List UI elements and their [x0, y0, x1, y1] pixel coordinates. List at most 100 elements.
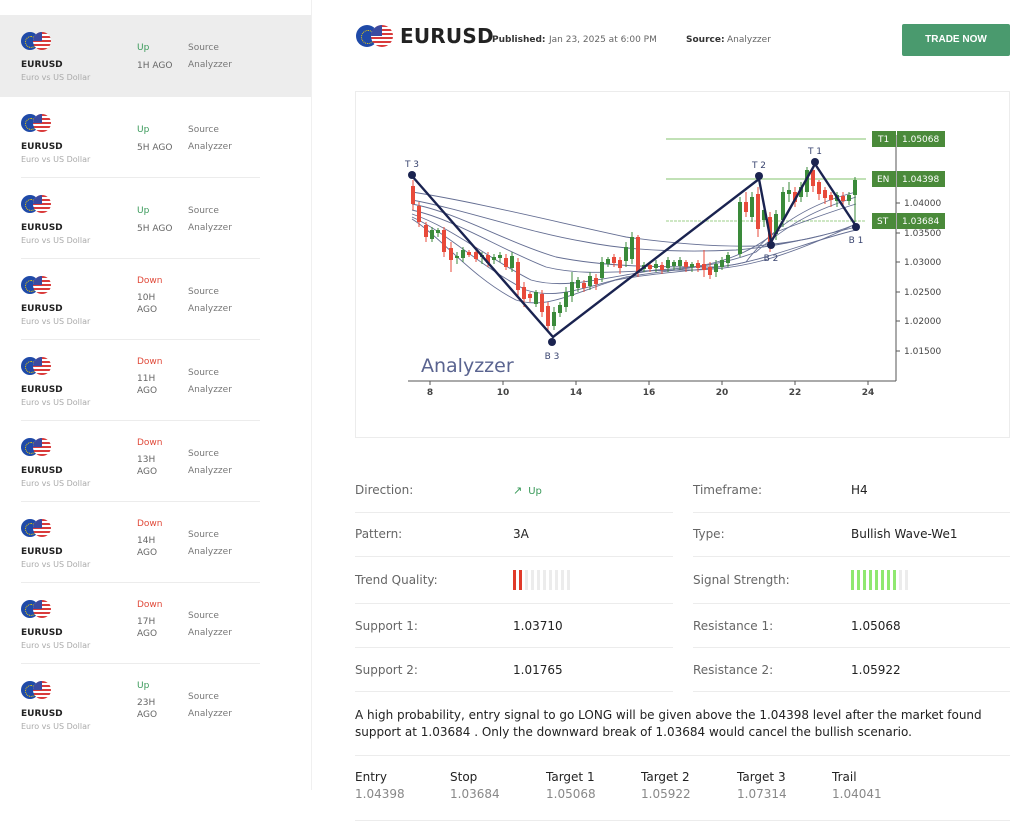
signal-list-item[interactable]: EURUSD Euro vs US Dollar Up 5H AGO Sourc…	[0, 97, 311, 178]
eur-usd-flag-icon	[21, 114, 53, 132]
published-label: Published:	[492, 35, 546, 45]
meter-bar	[561, 570, 564, 590]
svg-text:22: 22	[789, 388, 802, 398]
item-time-ago: 10H AGO	[137, 293, 158, 315]
eur-usd-flag-icon	[21, 519, 53, 537]
item-symbol: EURUSD	[21, 628, 63, 638]
item-source: Analyzzer	[188, 547, 232, 557]
divider	[21, 420, 260, 421]
detail-row-signal-strength: Signal Strength:	[693, 570, 1010, 617]
meter-bar	[549, 570, 552, 590]
item-symbol: EURUSD	[21, 142, 63, 152]
direction-label: Direction:	[355, 483, 414, 497]
item-time-ago: 13H AGO	[137, 455, 158, 477]
item-subtitle: Euro vs US Dollar	[21, 479, 91, 488]
support-2-label: Support 2:	[355, 663, 418, 677]
detail-row-resistance-1: Resistance 1: 1.05068	[693, 619, 1010, 663]
support-1-value: 1.03710	[513, 619, 563, 633]
item-source: Analyzzer	[188, 142, 232, 152]
signal-list-item[interactable]: EURUSD Euro vs US Dollar Down 14H AGO Sou…	[0, 502, 311, 583]
item-source-label: Source	[188, 43, 219, 53]
divider	[693, 691, 1010, 692]
svg-text:T1: T1	[877, 135, 889, 145]
trade-now-button[interactable]: TRADE NOW	[902, 24, 1010, 56]
item-source-label: Source	[188, 449, 219, 459]
signal-list-item[interactable]: EURUSD Euro vs US Dollar Up 1H AGO Sourc…	[0, 15, 311, 97]
level-target-1: Target 1 1.05068	[546, 770, 596, 801]
svg-text:1.02500: 1.02500	[904, 288, 941, 298]
signal-list-item[interactable]: EURUSD Euro vs US Dollar Down 17H AGO Sou…	[0, 583, 311, 664]
divider	[355, 691, 673, 692]
signal-list-item[interactable]: EURUSD Euro vs US Dollar Up 5H AGO Sourc…	[0, 178, 311, 259]
eur-usd-flag-icon	[21, 357, 53, 375]
item-source: Analyzzer	[188, 628, 232, 638]
svg-text:16: 16	[643, 388, 656, 398]
signal-strength-meter	[851, 570, 908, 590]
resistance-1-value: 1.05068	[851, 619, 901, 633]
divider	[693, 647, 1010, 648]
item-source: Analyzzer	[188, 709, 232, 719]
signal-list-item[interactable]: EURUSD Euro vs US Dollar Up 23H AGO Sourc…	[0, 664, 311, 745]
meter-bar	[881, 570, 884, 590]
page-title: EURUSD	[400, 24, 494, 48]
divider	[21, 501, 260, 502]
meter-bar	[857, 570, 860, 590]
meter-bar	[555, 570, 558, 590]
item-source: Analyzzer	[188, 60, 232, 70]
item-time-ago: 11H AGO	[137, 374, 158, 396]
type-label: Type:	[693, 527, 725, 541]
type-value: Bullish Wave-We1	[851, 527, 958, 541]
timeframe-label: Timeframe:	[693, 483, 762, 497]
item-symbol: EURUSD	[21, 547, 63, 557]
meter-bar	[875, 570, 878, 590]
item-source-label: Source	[188, 125, 219, 135]
item-time-ago: 14H AGO	[137, 536, 158, 558]
detail-row-support-2: Support 2: 1.01765	[355, 663, 673, 707]
level-trail: Trail 1.04041	[832, 770, 882, 801]
item-source-label: Source	[188, 530, 219, 540]
divider	[693, 603, 1010, 604]
item-direction: Up	[137, 681, 150, 691]
eur-usd-flag-icon	[356, 25, 394, 47]
svg-text:1.03000: 1.03000	[904, 258, 941, 268]
signal-list-sidebar: EURUSD Euro vs US Dollar Up 1H AGO Sourc…	[0, 0, 312, 790]
meter-bar	[893, 570, 896, 590]
eur-usd-flag-icon	[21, 681, 53, 699]
item-source: Analyzzer	[188, 466, 232, 476]
support-2-value: 1.01765	[513, 663, 563, 677]
item-source-label: Source	[188, 611, 219, 621]
meter-bar	[887, 570, 890, 590]
direction-value: ↗ Up	[513, 484, 542, 497]
item-direction: Down	[137, 600, 163, 610]
svg-text:1.03684: 1.03684	[902, 217, 939, 227]
svg-text:14: 14	[570, 388, 583, 398]
item-subtitle: Euro vs US Dollar	[21, 398, 91, 407]
level-entry: Entry 1.04398	[355, 770, 405, 801]
item-symbol: EURUSD	[21, 709, 63, 719]
meter-bar	[905, 570, 908, 590]
svg-text:EN: EN	[877, 175, 889, 185]
signal-description: A high probability, entry signal to go L…	[355, 708, 982, 739]
item-direction: Up	[137, 125, 150, 135]
svg-text:1.04398: 1.04398	[902, 175, 939, 185]
item-subtitle: Euro vs US Dollar	[21, 73, 91, 82]
source-value: Analyzzer	[727, 35, 771, 45]
item-source-label: Source	[188, 287, 219, 297]
detail-row-pattern: Pattern: 3A	[355, 527, 673, 571]
eur-usd-flag-icon	[21, 32, 53, 50]
signal-list-item[interactable]: EURUSD Euro vs US Dollar Down 13H AGO Sou…	[0, 421, 311, 502]
price-chart: 1.04000 1.03500 1.03000 1.02500 1.02000 …	[355, 91, 1010, 438]
item-subtitle: Euro vs US Dollar	[21, 641, 91, 650]
resistance-1-label: Resistance 1:	[693, 619, 774, 633]
meter-bar	[899, 570, 902, 590]
item-source-label: Source	[188, 206, 219, 216]
eur-usd-flag-icon	[21, 276, 53, 294]
signal-list-item[interactable]: EURUSD Euro vs US Dollar Down 11H AGO Sou…	[0, 340, 311, 421]
svg-text:1.04000: 1.04000	[904, 199, 941, 209]
divider	[693, 512, 1010, 513]
item-subtitle: Euro vs US Dollar	[21, 236, 91, 245]
signal-list-item[interactable]: EURUSD Euro vs US Dollar Down 10H AGO Sou…	[0, 259, 311, 340]
divider	[21, 177, 260, 178]
item-symbol: EURUSD	[21, 466, 63, 476]
svg-text:ST: ST	[877, 217, 889, 227]
